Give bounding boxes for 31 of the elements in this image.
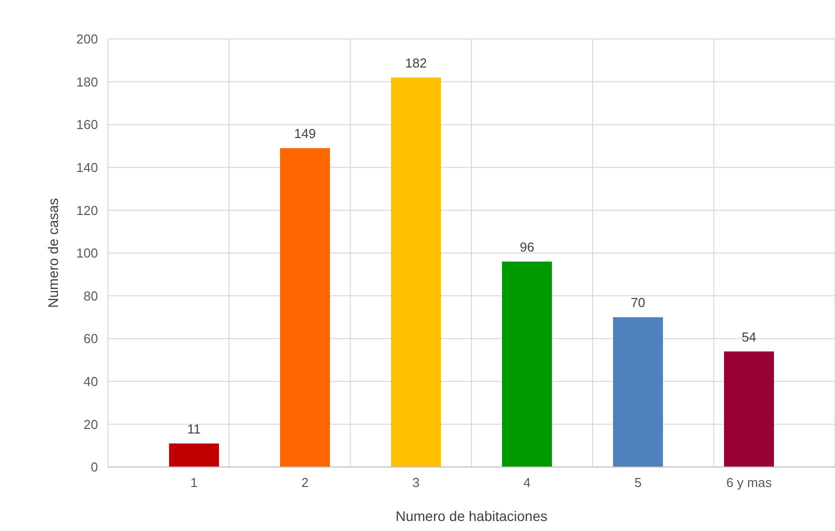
data-label: 70: [630, 295, 646, 310]
x-tick-label: 4: [523, 475, 531, 490]
y-tick-label: 0: [90, 460, 98, 475]
x-axis-title: Numero de habitaciones: [396, 508, 548, 524]
data-label: 11: [187, 421, 201, 436]
y-tick-label: 120: [76, 202, 98, 218]
data-label: 54: [742, 329, 756, 344]
y-tick-label: 200: [76, 32, 98, 47]
x-tick-label: 1: [190, 475, 198, 490]
x-tick-label: 6 y mas: [726, 475, 772, 490]
bar: [391, 78, 441, 467]
y-tick-label: 20: [84, 416, 98, 432]
data-label: 96: [520, 240, 534, 255]
bar: [502, 262, 552, 467]
x-tick-label: 5: [634, 475, 642, 490]
y-tick-label: 100: [76, 246, 98, 261]
data-label: 182: [405, 56, 427, 71]
bar: [280, 148, 330, 467]
data-label: 149: [294, 126, 316, 142]
bar: [169, 443, 219, 467]
y-tick-label: 80: [84, 288, 98, 304]
y-tick-label: 40: [84, 374, 98, 389]
bar: [724, 351, 774, 467]
y-tick-label: 140: [76, 160, 98, 175]
y-tick-label: 60: [84, 331, 98, 346]
y-axis-title: Numero de casas: [45, 198, 61, 308]
y-tick-label: 180: [76, 74, 98, 90]
y-tick-label: 160: [76, 117, 98, 132]
x-tick-label: 2: [301, 475, 309, 490]
x-tick-label: 3: [412, 475, 420, 490]
bar: [613, 317, 663, 467]
